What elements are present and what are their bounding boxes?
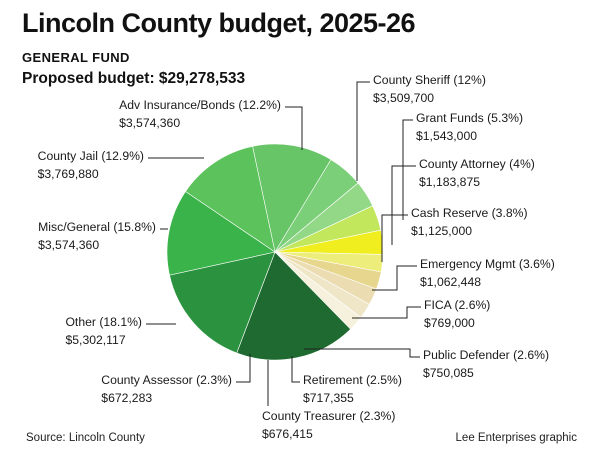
pie-slice-county-sheriff xyxy=(252,143,332,253)
slice-label-retirement: Retirement (2.5%) xyxy=(303,373,402,387)
credit-note: Lee Enterprises graphic xyxy=(455,432,577,444)
slice-amount-misc-general: $3,574,360 xyxy=(38,238,99,252)
source-note: Source: Lincoln County xyxy=(26,432,145,444)
slice-amount-county-assessor: $672,283 xyxy=(101,391,152,405)
proposed-budget-total: Proposed budget: $29,278,533 xyxy=(22,70,246,87)
slice-label-adv-insurance-bonds: Adv Insurance/Bonds (12.2%) xyxy=(119,98,281,112)
slice-label-county-jail: County Jail (12.9%) xyxy=(38,149,144,163)
slice-labels: County Sheriff (12%) $3,509,700 Grant Fund… xyxy=(38,73,555,441)
leader-line-adv-insurance-bonds xyxy=(285,106,303,150)
leader-line-county-attorney xyxy=(391,165,416,245)
slice-label-misc-general: Misc/General (15.8%) xyxy=(38,220,156,234)
slice-label-emergency-mgmt: Emergency Mgmt (3.6%) xyxy=(420,257,555,271)
slice-amount-county-treasurer: $676,415 xyxy=(262,427,313,441)
slice-amount-county-jail: $3,769,880 xyxy=(38,167,99,181)
slice-amount-grant-funds: $1,543,000 xyxy=(416,129,477,143)
slice-amount-emergency-mgmt: $1,062,448 xyxy=(420,275,481,289)
slice-label-public-defender: Public Defender (2.6%) xyxy=(423,348,549,362)
slice-amount-fica: $769,000 xyxy=(424,316,475,330)
chart-subtitle: GENERAL FUND xyxy=(22,50,130,65)
leader-lines xyxy=(146,81,421,406)
slice-label-county-treasurer: County Treasurer (2.3%) xyxy=(262,409,395,423)
slice-amount-retirement: $717,355 xyxy=(303,391,354,405)
pie-slice-other xyxy=(236,251,351,361)
pie-slice-county-jail xyxy=(166,191,276,276)
slice-amount-other: $5,302,117 xyxy=(66,333,126,347)
slice-amount-county-sheriff: $3,509,700 xyxy=(373,91,434,105)
chart-title: Lincoln County budget, 2025-26 xyxy=(22,8,416,38)
slice-amount-cash-reserve: $1,125,000 xyxy=(411,224,472,238)
slice-label-county-sheriff: County Sheriff (12%) xyxy=(373,73,486,87)
pie-slices xyxy=(166,143,384,361)
slice-amount-adv-insurance-bonds: $3,574,360 xyxy=(119,116,180,130)
leader-line-cash-reserve xyxy=(381,214,408,262)
leader-line-retirement xyxy=(291,356,300,383)
leader-line-public-defender xyxy=(304,348,420,358)
slice-label-other: Other (18.1%) xyxy=(65,315,142,329)
pie-slice-adv-insurance-bonds xyxy=(185,146,276,253)
leader-line-county-sheriff xyxy=(356,81,370,181)
slice-amount-county-attorney: $1,183,875 xyxy=(419,175,480,189)
slice-label-grant-funds: Grant Funds (5.3%) xyxy=(416,111,523,125)
leader-line-grant-funds xyxy=(402,119,413,220)
pie-slice-misc-general xyxy=(169,251,276,354)
leader-line-county-assessor xyxy=(236,354,251,383)
slice-amount-public-defender: $750,085 xyxy=(423,366,474,380)
slice-label-fica: FICA (2.6%) xyxy=(424,298,490,312)
slice-label-cash-reserve: Cash Reserve (3.8%) xyxy=(411,206,528,220)
slice-label-county-attorney: County Attorney (4%) xyxy=(419,157,535,171)
leader-line-emergency-mgmt xyxy=(372,265,417,291)
slice-label-county-assessor: County Assessor (2.3%) xyxy=(101,373,232,387)
leader-line-fica xyxy=(352,306,421,319)
